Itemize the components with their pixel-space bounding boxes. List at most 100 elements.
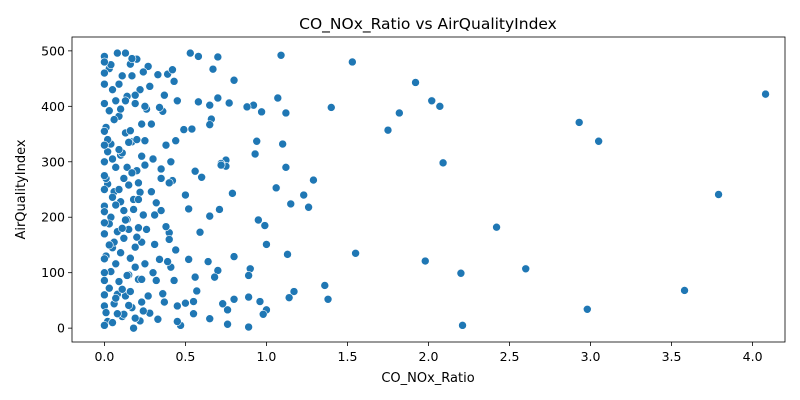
data-point	[147, 187, 156, 197]
data-point	[101, 308, 111, 317]
data-point	[127, 168, 137, 178]
data-point	[111, 200, 121, 210]
chart-title: CO_NOx_Ratio vs AirQualityIndex	[299, 15, 557, 34]
data-point	[151, 198, 161, 208]
data-point	[286, 199, 296, 209]
data-point	[140, 102, 150, 111]
data-point	[134, 223, 143, 233]
y-axis-label: AirQualityIndex	[14, 139, 29, 239]
data-point	[213, 93, 223, 103]
data-point	[126, 126, 135, 136]
data-point	[574, 118, 584, 127]
data-point	[271, 183, 281, 193]
data-point	[121, 48, 130, 58]
data-point	[135, 187, 145, 197]
data-point	[116, 104, 125, 114]
data-point	[594, 136, 603, 146]
data-point	[276, 50, 286, 60]
data-point	[100, 321, 109, 330]
data-point	[108, 192, 117, 202]
data-point	[139, 67, 148, 77]
data-point	[114, 79, 124, 89]
data-point	[130, 99, 140, 108]
data-point	[130, 242, 140, 252]
data-point	[395, 108, 404, 118]
data-point	[114, 185, 124, 194]
data-point	[181, 190, 190, 200]
data-point	[100, 290, 109, 300]
data-point	[205, 100, 215, 110]
data-point	[435, 102, 445, 111]
data-point	[192, 286, 202, 296]
y-tick-label: 0	[57, 321, 65, 336]
data-point	[244, 271, 253, 280]
data-points	[100, 48, 770, 333]
data-point	[163, 257, 172, 266]
data-point	[228, 189, 237, 198]
data-point	[173, 301, 182, 311]
data-point	[108, 154, 117, 164]
data-point	[205, 120, 215, 129]
data-point	[205, 211, 215, 221]
data-point	[134, 178, 143, 188]
data-point	[124, 180, 134, 190]
data-point	[229, 294, 239, 304]
data-point	[260, 221, 270, 230]
data-point	[117, 285, 127, 294]
data-point	[326, 103, 336, 112]
data-point	[458, 321, 467, 330]
data-point	[111, 96, 121, 106]
data-point	[127, 71, 137, 81]
data-point	[100, 171, 109, 180]
data-point	[714, 190, 723, 199]
data-point	[122, 271, 132, 280]
data-point	[197, 173, 206, 182]
data-point	[169, 77, 179, 86]
data-point	[100, 79, 109, 89]
data-point	[126, 287, 135, 296]
data-point	[114, 145, 124, 154]
data-point	[680, 286, 689, 295]
y-tick-label: 500	[41, 43, 65, 58]
x-tick-label: 2.0	[419, 349, 439, 364]
data-point	[208, 64, 218, 74]
data-point	[164, 178, 174, 188]
data-point	[158, 289, 168, 299]
data-point	[100, 229, 109, 239]
data-point	[122, 163, 132, 172]
x-tick-label: 0.5	[175, 349, 195, 364]
data-point	[229, 252, 239, 261]
y-axis: 0 100 200 300 400 500	[41, 43, 72, 336]
data-point	[210, 272, 219, 282]
x-axis-label: CO_NOx_Ratio	[381, 371, 474, 386]
data-point	[255, 297, 265, 306]
data-point	[108, 85, 117, 94]
data-point	[173, 96, 182, 106]
data-point	[113, 48, 122, 58]
data-point	[137, 151, 146, 161]
data-point	[130, 313, 140, 323]
data-point	[119, 174, 129, 183]
data-point	[104, 240, 114, 250]
data-point	[254, 215, 263, 225]
data-point	[278, 139, 287, 149]
data-point	[250, 149, 260, 159]
data-point	[148, 268, 158, 277]
data-point	[111, 163, 121, 172]
data-point	[213, 52, 223, 62]
data-point	[262, 240, 271, 249]
data-point	[100, 140, 109, 150]
data-point	[161, 140, 171, 150]
data-point	[137, 275, 146, 284]
data-point	[100, 276, 109, 285]
data-point	[438, 158, 448, 168]
data-point	[137, 297, 146, 307]
y-tick-label: 200	[41, 210, 65, 225]
data-point	[171, 245, 181, 255]
data-point	[142, 225, 151, 234]
data-point	[129, 205, 138, 214]
data-point	[187, 124, 197, 134]
y-tick-label: 100	[41, 265, 65, 280]
